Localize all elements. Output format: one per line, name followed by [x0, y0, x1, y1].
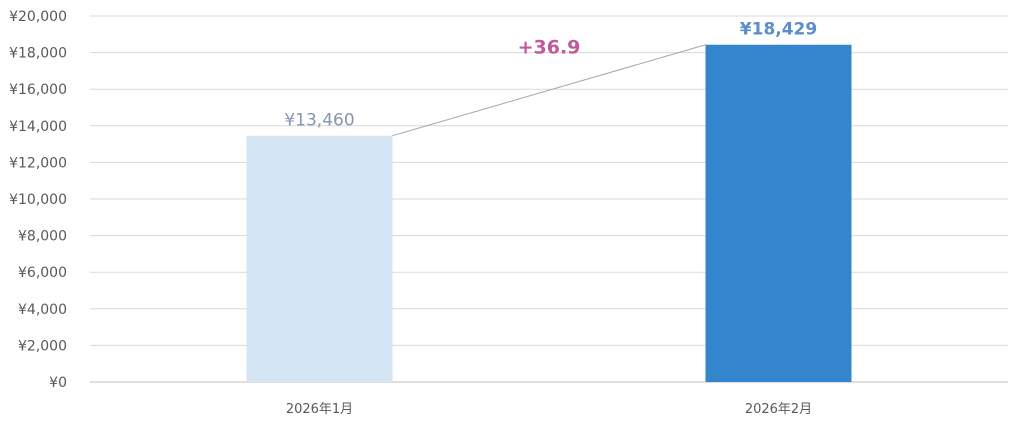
data-label: ¥13,460: [284, 111, 354, 131]
bar-1: [246, 135, 393, 382]
x-axis-ticks: 2026年1月 2026年2月: [286, 402, 812, 417]
y-axis-ticks: ¥0 ¥2,000 ¥4,000 ¥6,000 ¥8,000 ¥10,000 ¥12,000…: [9, 9, 67, 391]
x-tick-label: 2026年2月: [745, 402, 812, 417]
y-tick-label: ¥6,000: [18, 265, 67, 281]
y-tick-label: ¥18,000: [9, 46, 67, 62]
difference-label: +36.9: [518, 37, 581, 59]
grid-lines: [90, 15, 1008, 383]
data-labels: ¥13,460 ¥18,429 +36.9: [284, 20, 817, 131]
bar-2: [705, 44, 852, 382]
y-tick-label: ¥0: [49, 375, 67, 391]
y-tick-label: ¥16,000: [9, 82, 67, 98]
connector-line: [392, 44, 706, 137]
y-tick-label: ¥8,000: [18, 229, 67, 245]
y-tick-label: ¥14,000: [9, 119, 67, 135]
y-tick-label: ¥20,000: [9, 9, 67, 25]
y-tick-label: ¥10,000: [9, 192, 67, 208]
y-tick-label: ¥4,000: [18, 302, 67, 318]
data-label: ¥18,429: [740, 20, 817, 40]
y-tick-label: ¥12,000: [9, 155, 67, 171]
x-tick-label: 2026年1月: [286, 402, 353, 417]
connector: [392, 44, 706, 137]
bars: [246, 44, 852, 382]
y-tick-label: ¥2,000: [18, 338, 67, 354]
